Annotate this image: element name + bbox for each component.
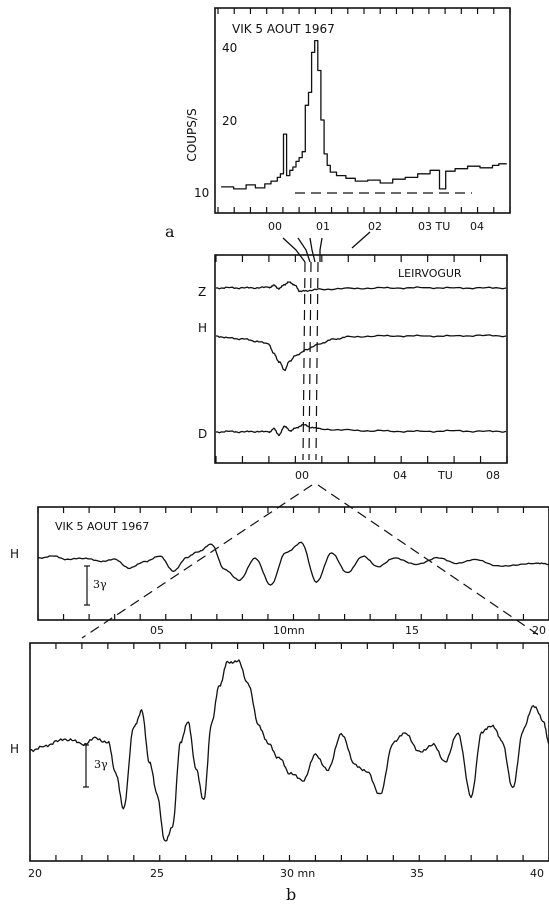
- leirvogur-xtick-00: 00: [295, 469, 309, 482]
- b-upper-xtick-15: 15: [405, 624, 419, 637]
- panel-a: VIK 5 AOUT 1967 COUPS/S 10 20 40 00 01 0…: [165, 7, 511, 241]
- b-lower-ylabel: H: [10, 742, 19, 756]
- leirvogur-z-label: Z: [198, 285, 206, 299]
- b-lower-scale-label: 3γ: [94, 758, 108, 771]
- panel-a-ytick-20: 20: [222, 114, 237, 128]
- leirvogur-d-trace: [215, 423, 507, 437]
- leirvogur-xtick-08: 08: [486, 469, 500, 482]
- leirvogur-d-label: D: [198, 427, 207, 441]
- b-lower-xtick-40: 40: [530, 867, 544, 880]
- leirvogur-z-trace: [215, 281, 507, 293]
- b-upper-annotation: VIK 5 AOUT 1967: [55, 520, 149, 533]
- panel-a-xtick-04: 04: [470, 220, 484, 233]
- leirvogur-dash-2: [308, 261, 312, 461]
- zoom-line-left: [81, 484, 313, 639]
- panel-a-count-rate-trace: [221, 39, 507, 190]
- b-upper-scale-label: 3γ: [93, 578, 107, 591]
- b-upper-scale-bar: 3γ: [84, 565, 107, 606]
- panel-leirvogur: LEIRVOGUR Z H D 00 04 TU 08: [198, 254, 508, 482]
- panel-a-ylabel: COUPS/S: [185, 108, 199, 161]
- panel-a-xtick-01: 01: [316, 220, 330, 233]
- b-lower-h-trace: [29, 659, 549, 842]
- b-upper-xtick-05: 05: [150, 624, 164, 637]
- leirvogur-frame: [214, 254, 508, 464]
- b-lower-xtick-25: 25: [150, 867, 164, 880]
- b-upper-ylabel: H: [10, 547, 19, 561]
- panel-b-label: b: [286, 885, 296, 904]
- b-lower-xtick-20: 20: [28, 867, 42, 880]
- panel-b-lower: H 3γ 20 25 30 mn 35 40 b: [10, 642, 549, 904]
- leirvogur-h-trace: [216, 334, 507, 372]
- b-upper-h-trace: [37, 541, 549, 586]
- b-lower-xtick-35: 35: [410, 867, 424, 880]
- connector-a: [282, 231, 371, 263]
- panel-a-xtick-02: 02: [368, 220, 382, 233]
- leirvogur-ticks: [215, 255, 508, 463]
- panel-a-xtick-00: 00: [268, 220, 282, 233]
- panel-a-frame: [214, 7, 511, 214]
- leirvogur-xtick-04: 04: [393, 469, 407, 482]
- panel-a-ticks: [217, 8, 511, 213]
- b-lower-frame: [29, 642, 549, 862]
- b-upper-xtick-10mn: 10mn: [273, 624, 305, 637]
- panel-a-annotation: VIK 5 AOUT 1967: [232, 22, 335, 36]
- b-lower-xtick-30mn: 30 mn: [280, 867, 315, 880]
- b-lower-ticks: [29, 643, 549, 861]
- b-lower-scale-bar: 3γ: [83, 744, 108, 788]
- b-upper-xtick-20: 20: [532, 624, 546, 637]
- leirvogur-h-label: H: [198, 321, 207, 335]
- leirvogur-dash-3: [315, 261, 319, 461]
- leirvogur-xtick-tu: TU: [437, 469, 453, 482]
- panel-b-upper: VIK 5 AOUT 1967 H 3γ 05 10mn 15 20: [10, 506, 549, 637]
- panel-a-xtick-03tu: 03 TU: [418, 220, 450, 233]
- leirvogur-dash-1: [302, 261, 306, 461]
- b-upper-ticks: [37, 507, 549, 620]
- panel-a-ytick-10: 10: [194, 186, 209, 200]
- panel-a-ytick-40: 40: [222, 41, 237, 55]
- leirvogur-annotation: LEIRVOGUR: [398, 267, 462, 280]
- panel-a-label: a: [165, 222, 175, 241]
